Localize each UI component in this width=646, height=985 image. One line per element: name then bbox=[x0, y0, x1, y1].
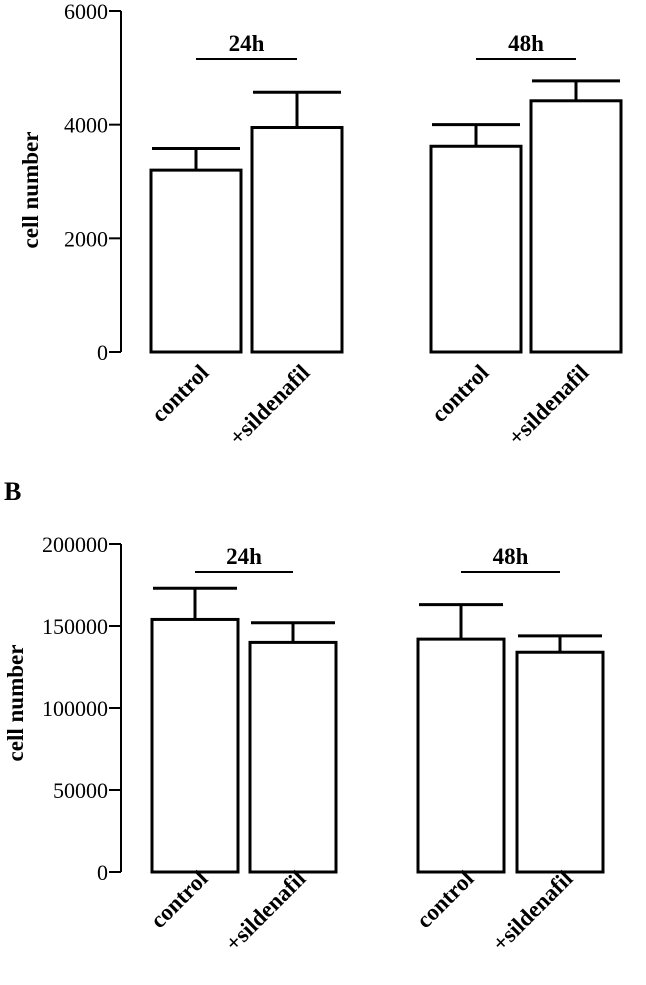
panel-b-y-tick-label: 150000 bbox=[42, 614, 108, 639]
panel-b-x-tick-label: +sildenafil bbox=[487, 866, 577, 956]
panel-a-x-tick-label: +sildenafil bbox=[503, 360, 593, 450]
panel-b-y-tick-label: 0 bbox=[97, 860, 108, 885]
panel-b-chart: cell number 0 50000 100000 150000 200000 cont… bbox=[3, 532, 605, 956]
panel-a-bar bbox=[529, 99, 623, 354]
panel-b-y-tick-label: 200000 bbox=[42, 532, 108, 557]
panel-b-x-tick-label: control bbox=[411, 866, 478, 933]
panel-b-group-label: 24h bbox=[226, 544, 262, 569]
panel-b-y-tick-label: 50000 bbox=[53, 778, 108, 803]
panel-a-bar bbox=[149, 168, 243, 354]
panel-a-y-tick-label: 4000 bbox=[64, 113, 108, 138]
panel-a-x-tick-label: control bbox=[426, 360, 493, 427]
panel-a-y-tick-label: 6000 bbox=[64, 0, 108, 24]
panel-a-y-tick-label: 0 bbox=[97, 340, 108, 365]
panel-b-x-tick-label: +sildenafil bbox=[220, 866, 310, 956]
panel-b-bar bbox=[150, 617, 240, 874]
panel-b-y-tick-label: 100000 bbox=[42, 696, 108, 721]
panel-a-group-label: 48h bbox=[508, 31, 544, 56]
panel-a-y-tick-label: 2000 bbox=[64, 226, 108, 251]
panel-b-group-label: 48h bbox=[493, 544, 529, 569]
panel-b-bar bbox=[416, 637, 506, 874]
panel-b-bar bbox=[515, 650, 605, 874]
panel-a-y-axis-label: cell number bbox=[18, 132, 43, 249]
panel-b-letter: B bbox=[4, 477, 21, 506]
panel-b-bar bbox=[248, 640, 338, 874]
panel-a-bar bbox=[250, 126, 344, 354]
panel-a-group-label: 24h bbox=[229, 31, 265, 56]
panel-a-x-tick-label: +sildenafil bbox=[224, 360, 314, 450]
panel-b-x-tick-label: control bbox=[145, 866, 212, 933]
panel-a-x-tick-label: control bbox=[146, 360, 213, 427]
panel-b-y-axis-label: cell number bbox=[3, 645, 28, 762]
panel-a-bar bbox=[429, 144, 523, 354]
